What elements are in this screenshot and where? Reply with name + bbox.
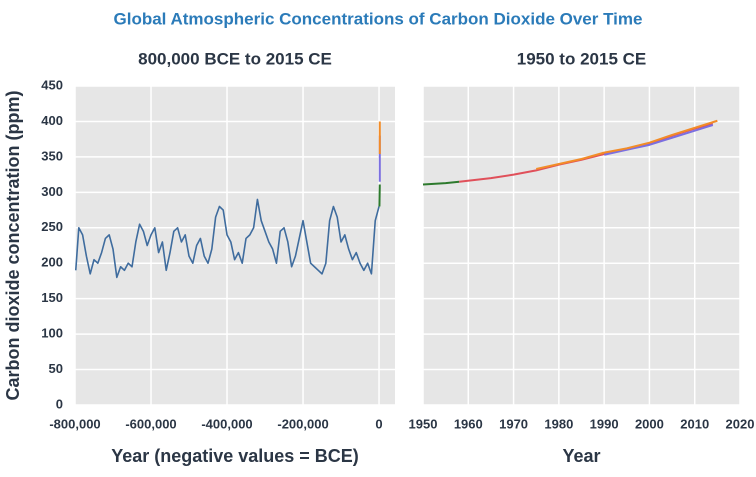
chart-subtitle: 800,000 BCE to 2015 CE (138, 49, 332, 68)
y-tick-label: 350 (41, 148, 63, 163)
x-tick-label: 0 (375, 416, 382, 431)
x-tick-label: 1970 (499, 416, 528, 431)
x-tick-label: 1980 (544, 416, 573, 431)
y-tick-label: 150 (41, 290, 63, 305)
data-line (74, 198, 380, 279)
data-line (422, 180, 460, 186)
x-tick-label: -400,000 (201, 416, 252, 431)
y-tick-label: 300 (41, 184, 63, 199)
y-tick-label: 100 (41, 326, 63, 341)
x-tick-label: -800,000 (49, 416, 100, 431)
x-axis-label: Year (562, 446, 600, 466)
x-tick-label: -600,000 (125, 416, 176, 431)
y-tick-label: 0 (56, 396, 63, 411)
x-tick-label: 1960 (454, 416, 483, 431)
y-tick-label: 250 (41, 219, 63, 234)
data-line (535, 119, 718, 170)
chart-title: Global Atmospheric Concentrations of Car… (114, 9, 643, 28)
y-tick-label: 200 (41, 255, 63, 270)
x-tick-label: 1990 (590, 416, 619, 431)
y-tick-label: 50 (49, 361, 63, 376)
data-line (603, 124, 714, 156)
x-tick-label: 2010 (680, 416, 709, 431)
plot-area (423, 86, 740, 405)
y-tick-label: 450 (41, 77, 63, 92)
plot-area (75, 86, 395, 405)
x-axis-label: Year (negative values = BCE) (111, 446, 359, 466)
x-tick-label: -200,000 (277, 416, 328, 431)
y-axis-label: Carbon dioxide concentration (ppm) (3, 90, 23, 400)
x-tick-label: 2020 (726, 416, 755, 431)
chart-subtitle: 1950 to 2015 CE (517, 49, 646, 68)
y-tick-label: 400 (41, 113, 63, 128)
x-tick-label: 2000 (635, 416, 664, 431)
x-tick-label: 1950 (409, 416, 438, 431)
